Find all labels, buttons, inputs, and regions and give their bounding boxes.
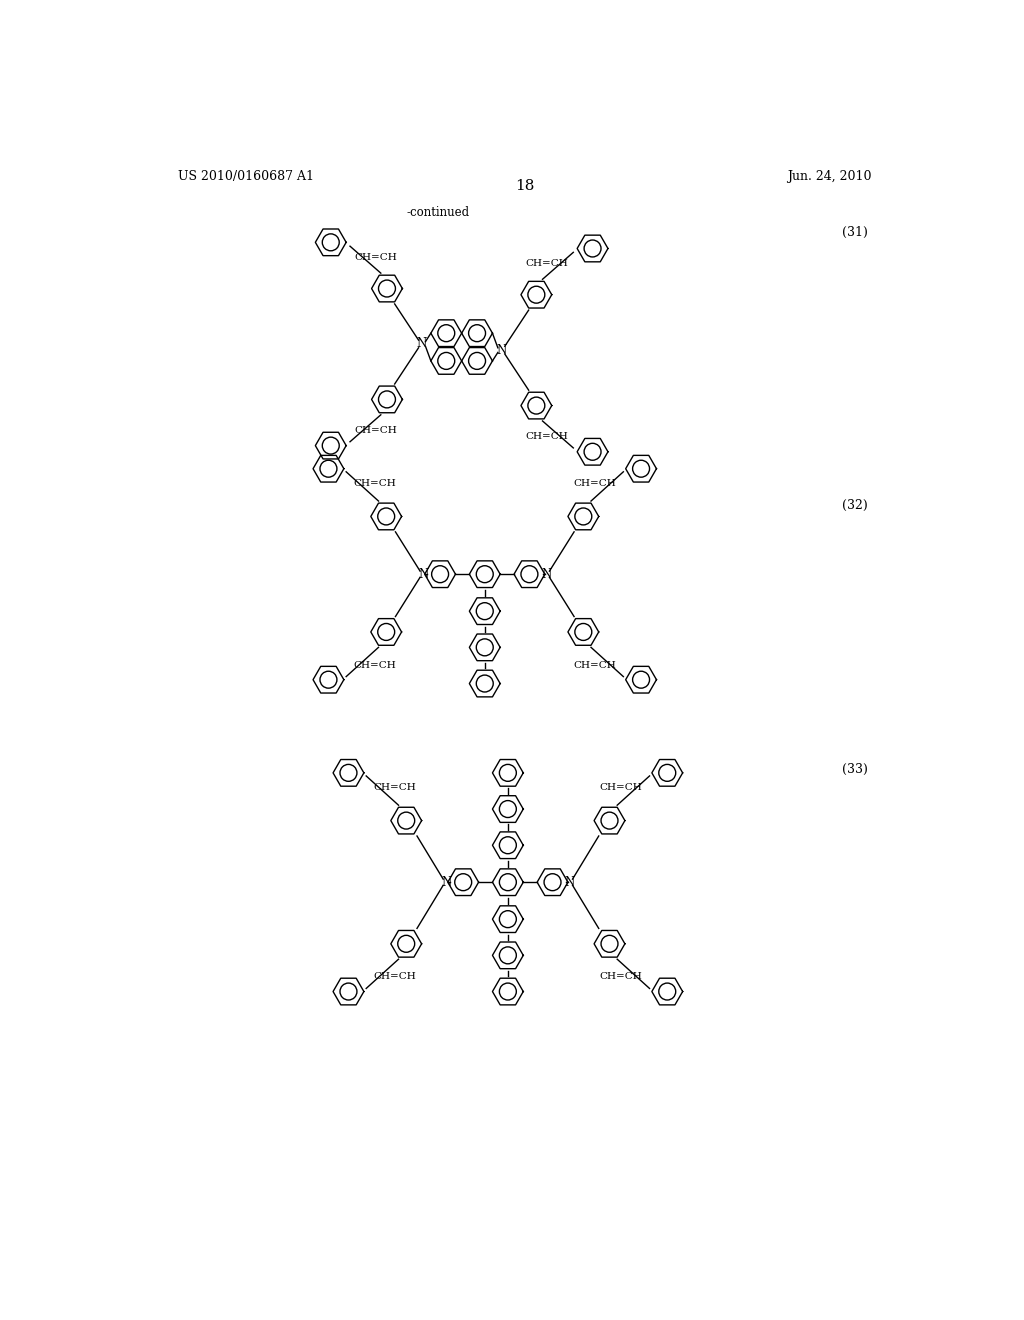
Text: -continued: -continued xyxy=(407,206,470,219)
Text: 18: 18 xyxy=(515,180,535,193)
Text: CH=CH: CH=CH xyxy=(354,426,397,436)
Text: N: N xyxy=(417,338,427,351)
Text: US 2010/0160687 A1: US 2010/0160687 A1 xyxy=(178,170,314,183)
Text: CH=CH: CH=CH xyxy=(374,783,416,792)
Text: CH=CH: CH=CH xyxy=(525,432,568,441)
Text: CH=CH: CH=CH xyxy=(353,660,396,669)
Text: N: N xyxy=(441,875,452,888)
Text: (32): (32) xyxy=(843,499,868,512)
Text: CH=CH: CH=CH xyxy=(573,479,616,488)
Text: CH=CH: CH=CH xyxy=(600,783,642,792)
Text: CH=CH: CH=CH xyxy=(525,259,568,268)
Text: CH=CH: CH=CH xyxy=(374,973,416,981)
Text: N: N xyxy=(564,875,574,888)
Text: CH=CH: CH=CH xyxy=(354,253,397,261)
Text: CH=CH: CH=CH xyxy=(600,973,642,981)
Text: N: N xyxy=(418,568,428,581)
Text: (33): (33) xyxy=(843,763,868,776)
Text: Jun. 24, 2010: Jun. 24, 2010 xyxy=(786,170,871,183)
Text: (31): (31) xyxy=(843,226,868,239)
Text: N: N xyxy=(497,343,507,356)
Text: CH=CH: CH=CH xyxy=(573,660,616,669)
Text: CH=CH: CH=CH xyxy=(353,479,396,488)
Text: N: N xyxy=(542,568,552,581)
